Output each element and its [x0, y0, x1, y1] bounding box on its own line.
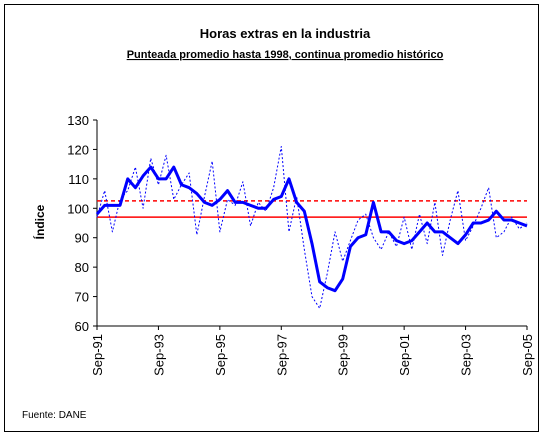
x-tick-label: Sep-05	[520, 334, 535, 376]
y-axis-label: Índice	[32, 204, 47, 239]
y-tick-label: 70	[75, 290, 89, 305]
chart-title: Horas extras en la industria	[200, 26, 371, 41]
y-tick-label: 60	[75, 319, 89, 334]
x-tick-label: Sep-93	[151, 334, 166, 376]
y-tick-label: 130	[67, 113, 89, 128]
chart-subtitle: Punteada promedio hasta 1998, continua p…	[127, 49, 444, 61]
x-tick-label: Sep-95	[213, 334, 228, 376]
x-tick-label: Sep-99	[336, 334, 351, 376]
y-tick-label: 110	[68, 172, 89, 187]
y-tick-label: 120	[67, 142, 89, 157]
data-line	[95, 165, 528, 293]
y-tick-label: 80	[75, 260, 89, 275]
data-line	[96, 145, 528, 309]
x-tick-label: Sep-91	[90, 334, 105, 376]
y-tick-label: 90	[75, 231, 89, 246]
x-tick-label: Sep-03	[459, 334, 474, 376]
source-note: Fuente: DANE	[22, 410, 87, 421]
x-tick-label: Sep-97	[274, 334, 289, 376]
y-tick-label: 100	[67, 201, 89, 216]
x-tick-label: Sep-01	[397, 334, 412, 376]
chart-frame	[4, 4, 539, 432]
